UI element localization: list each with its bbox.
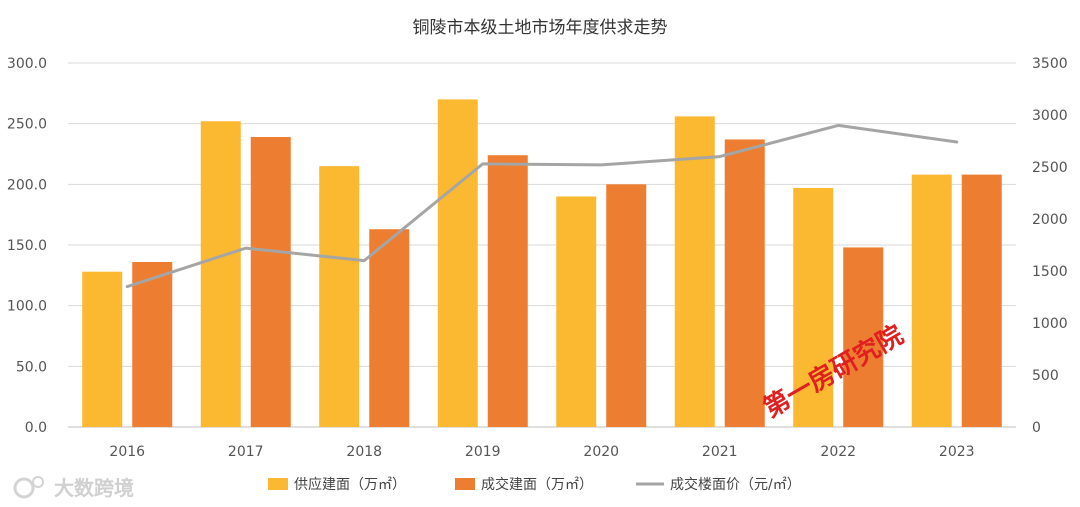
logo-icon bbox=[13, 477, 35, 499]
legend-label: 成交建面（万㎡） bbox=[481, 476, 593, 493]
y-right-tick-label: 0 bbox=[1032, 420, 1041, 436]
line-series-price bbox=[125, 123, 959, 289]
watermark-stamp: 第一房研究院 bbox=[758, 319, 909, 424]
y-left-tick-label: 150.0 bbox=[7, 238, 47, 254]
bar-supply bbox=[911, 174, 952, 427]
x-tick-label: 2023 bbox=[939, 444, 975, 460]
axes: 0.0 50.0 100.0 150.0 200.0 250.0 300.0 0 500 1000… bbox=[7, 56, 1068, 460]
y-right-tick-label: 3000 bbox=[1032, 108, 1068, 124]
bar-supply bbox=[793, 187, 834, 427]
bar-transaction bbox=[487, 155, 528, 428]
y-left-tick-label: 0.0 bbox=[25, 420, 47, 436]
logo-icon-dot bbox=[32, 476, 44, 488]
bar-transaction bbox=[250, 137, 291, 427]
x-tick-label: 2020 bbox=[583, 444, 619, 460]
y-right-tick-label: 1500 bbox=[1032, 264, 1068, 280]
bar-transaction bbox=[724, 139, 765, 427]
bar-transaction bbox=[843, 247, 884, 427]
watermark-logo-text: 大数跨境 bbox=[54, 476, 134, 500]
x-tick-label: 2018 bbox=[346, 444, 382, 460]
bar-supply bbox=[82, 271, 123, 427]
legend-label: 成交楼面价（元/㎡） bbox=[670, 476, 801, 493]
bar-supply bbox=[556, 196, 597, 427]
bar-transaction bbox=[961, 174, 1002, 427]
bar-supply bbox=[319, 166, 360, 427]
y-right-tick-label: 1000 bbox=[1032, 316, 1068, 332]
y-right-tick-label: 500 bbox=[1032, 368, 1059, 384]
legend: 供应建面（万㎡） 成交建面（万㎡） 成交楼面价（元/㎡） bbox=[268, 476, 801, 493]
x-tick-label: 2022 bbox=[820, 444, 856, 460]
y-right-tick-label: 3500 bbox=[1032, 56, 1068, 72]
y-left-tick-label: 50.0 bbox=[16, 359, 47, 375]
y-right-tick-label: 2500 bbox=[1032, 160, 1068, 176]
watermark-logo: 大数跨境 bbox=[13, 476, 134, 500]
bar-supply bbox=[437, 99, 478, 428]
bar-supply bbox=[200, 121, 241, 428]
y-left-tick-label: 200.0 bbox=[7, 177, 47, 193]
x-tick-label: 2016 bbox=[109, 444, 145, 460]
y-left-tick-label: 250.0 bbox=[7, 117, 47, 133]
y-left-tick-label: 300.0 bbox=[7, 56, 47, 72]
x-tick-label: 2021 bbox=[702, 444, 738, 460]
bars bbox=[82, 99, 1002, 428]
chart-title: 铜陵市本级土地市场年度供求走势 bbox=[413, 18, 668, 38]
y-left-tick-label: 100.0 bbox=[7, 299, 47, 315]
x-tick-label: 2017 bbox=[228, 444, 264, 460]
x-tick-label: 2019 bbox=[465, 444, 501, 460]
bar-transaction bbox=[369, 229, 410, 427]
bar-transaction bbox=[606, 184, 647, 427]
legend-swatch bbox=[455, 478, 475, 490]
y-right-tick-label: 2000 bbox=[1032, 212, 1068, 228]
bar-transaction bbox=[132, 261, 173, 427]
legend-label: 供应建面（万㎡） bbox=[294, 476, 406, 493]
price-line bbox=[125, 123, 959, 289]
legend-swatch bbox=[268, 478, 288, 490]
bar-supply bbox=[674, 116, 715, 428]
